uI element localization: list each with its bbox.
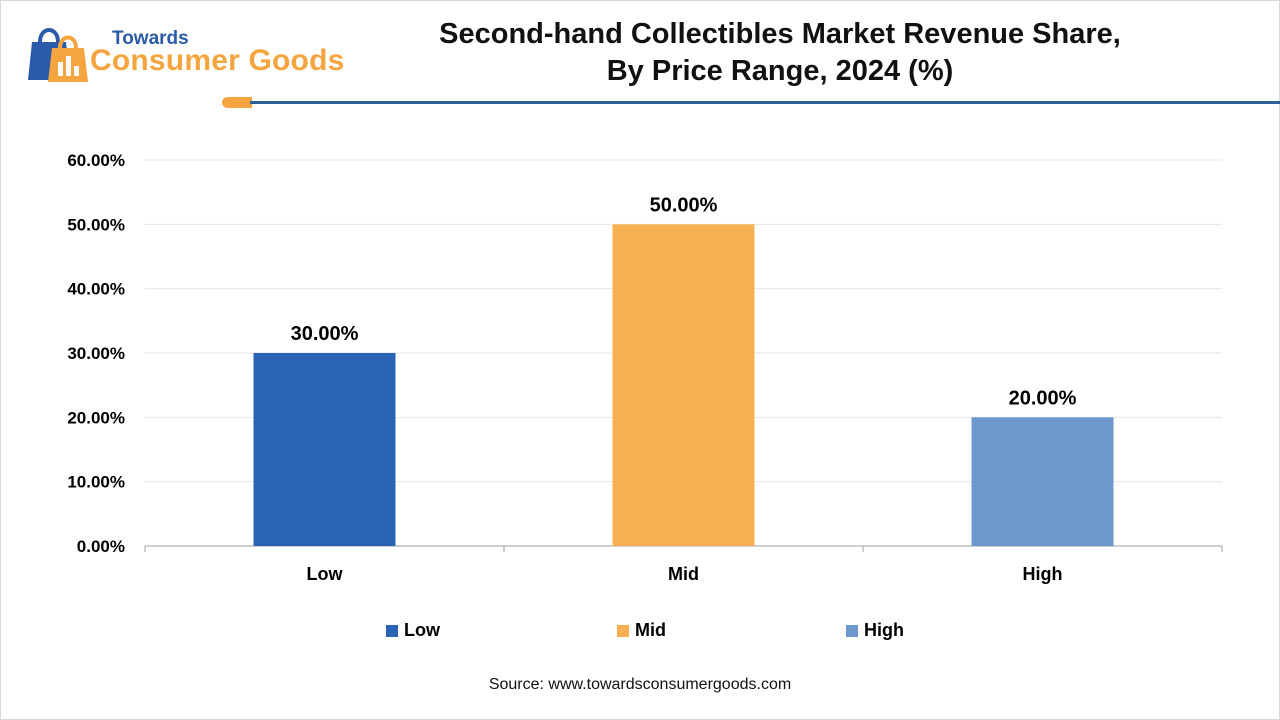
legend-item-high: High (846, 620, 904, 641)
title-accent-tag (222, 97, 252, 108)
data-label-mid: 50.00% (650, 194, 718, 216)
y-tick-label: 20.00% (67, 408, 125, 427)
x-tick-label-mid: Mid (668, 564, 699, 584)
legend-swatch-high (846, 624, 858, 637)
data-label-low: 30.00% (291, 323, 359, 345)
legend-item-low: Low (386, 620, 440, 641)
x-tick-label-low: Low (307, 564, 344, 584)
y-tick-label: 30.00% (67, 344, 125, 363)
legend-label-high: High (864, 620, 904, 640)
x-tick-label-high: High (1023, 564, 1063, 584)
legend-item-mid: Mid (617, 620, 666, 641)
legend-label-mid: Mid (635, 620, 666, 640)
brand-name-small: Towards (112, 28, 189, 49)
y-tick-label: 40.00% (67, 280, 125, 299)
legend-label-low: Low (404, 620, 440, 640)
source-note: Source: www.towardsconsumergoods.com (488, 676, 792, 693)
chart-title-line1: Second-hand Collectibles Market Revenue … (439, 18, 1121, 50)
y-tick-label: 10.00% (67, 473, 125, 492)
chart-title: Second-hand Collectibles Market Revenue … (400, 16, 1160, 90)
bar-low (253, 353, 396, 546)
brand-logo: Towards Consumer Goods (22, 18, 367, 88)
chart-legend: Low Mid High (0, 620, 1280, 644)
bar-high (971, 417, 1114, 546)
chart-title-line2: By Price Range, 2024 (%) (606, 55, 954, 87)
bar-mid (612, 224, 755, 547)
y-tick-label: 0.00% (77, 537, 125, 556)
legend-swatch-low (386, 624, 398, 637)
shopping-bag-icon (28, 28, 88, 82)
title-underline (250, 101, 1280, 104)
data-label-high: 20.00% (1009, 387, 1077, 409)
y-tick-label: 60.00% (67, 151, 125, 170)
brand-name-big: Consumer Goods (90, 44, 345, 77)
legend-swatch-mid (617, 624, 629, 637)
y-tick-label: 50.00% (67, 215, 125, 234)
